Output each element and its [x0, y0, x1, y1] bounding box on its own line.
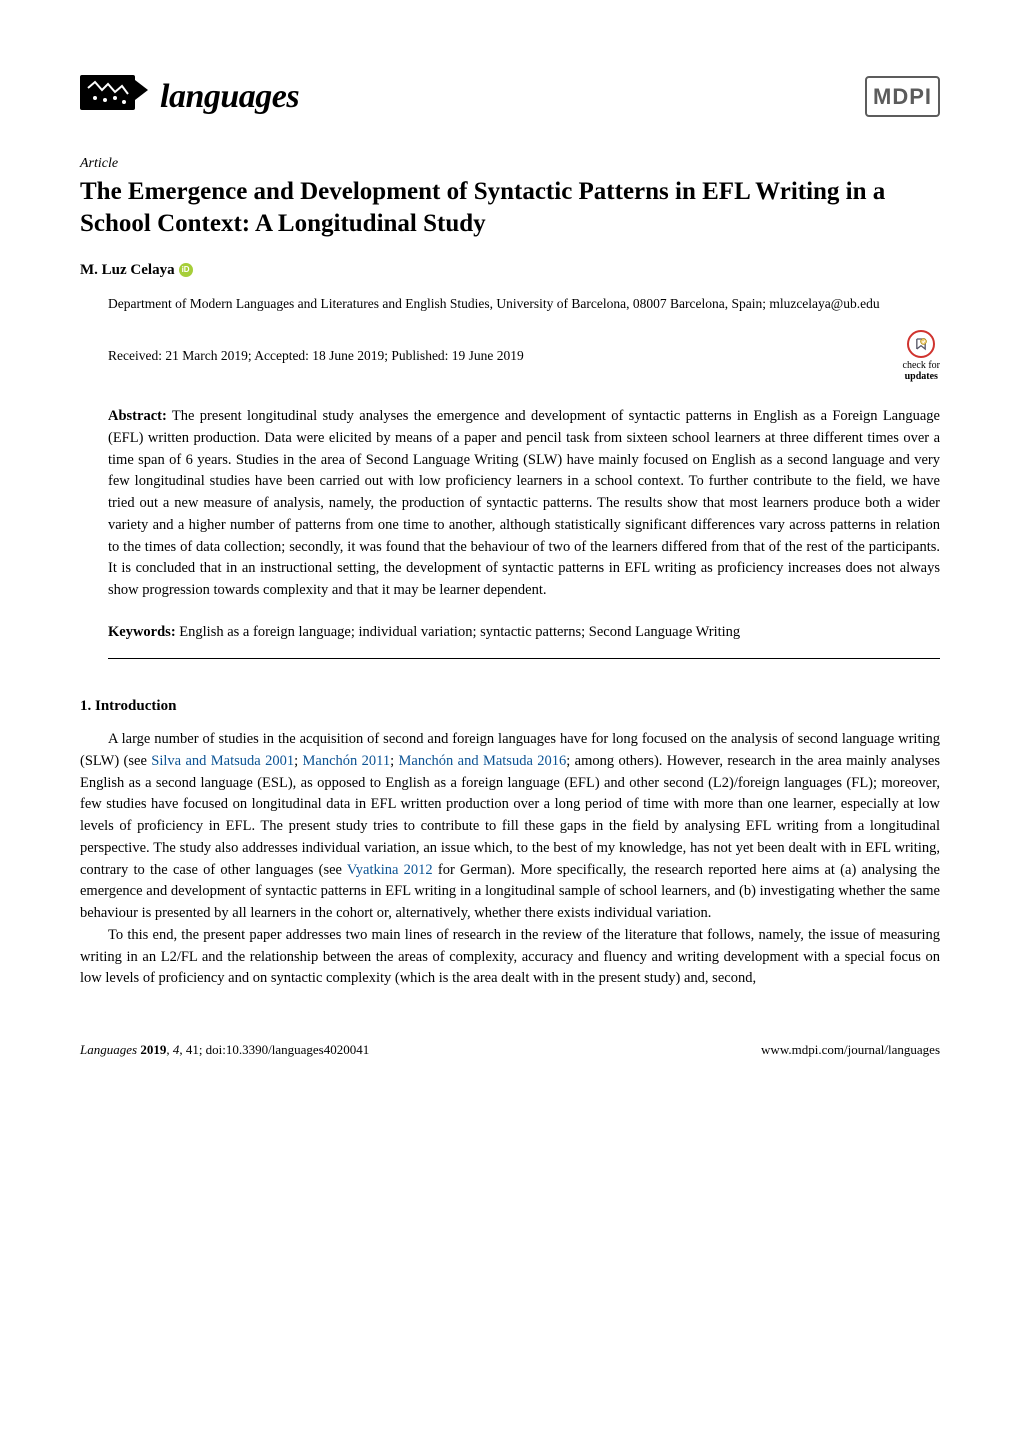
section-heading: 1. Introduction: [80, 695, 940, 718]
abstract-label: Abstract:: [108, 408, 167, 424]
keywords: Keywords: English as a foreign language;…: [108, 622, 940, 644]
dates-row: Received: 21 March 2019; Accepted: 18 Ju…: [108, 330, 940, 382]
article-title: The Emergence and Development of Syntact…: [80, 176, 940, 241]
sep: ;: [390, 753, 398, 769]
globe-icon: [80, 70, 150, 123]
check-updates-badge[interactable]: check for updates: [903, 330, 940, 382]
citation-link[interactable]: Manchón and Matsuda 2016: [399, 753, 567, 769]
footer-url[interactable]: www.mdpi.com/journal/languages: [761, 1040, 940, 1060]
keywords-label: Keywords:: [108, 624, 176, 640]
section-divider: [108, 658, 940, 659]
citation-link[interactable]: Manchón 2011: [302, 753, 390, 769]
author-name: M. Luz Celaya: [80, 259, 175, 282]
check-updates-text2: updates: [905, 371, 938, 382]
intro-paragraph-2: To this end, the present paper addresses…: [80, 925, 940, 990]
journal-logo-area: languages: [80, 70, 299, 123]
journal-name: languages: [160, 71, 299, 122]
para1-text-mid: ; among others). However, research in th…: [80, 753, 940, 878]
header: languages MDPI: [80, 70, 940, 123]
intro-paragraph-1: A large number of studies in the acquisi…: [80, 729, 940, 925]
citation-link[interactable]: Vyatkina 2012: [347, 862, 433, 878]
abstract-text: The present longitudinal study analyses …: [108, 408, 940, 598]
orcid-icon[interactable]: [179, 263, 193, 277]
keywords-text: English as a foreign language; individua…: [179, 624, 740, 640]
abstract: Abstract: The present longitudinal study…: [108, 406, 940, 602]
author-line: M. Luz Celaya: [80, 259, 940, 282]
check-updates-text1: check for: [903, 360, 940, 371]
publication-dates: Received: 21 March 2019; Accepted: 18 Ju…: [108, 346, 524, 366]
affiliation: Department of Modern Languages and Liter…: [108, 295, 940, 314]
check-updates-icon: [907, 330, 935, 358]
citation-link[interactable]: Silva and Matsuda 2001: [151, 753, 294, 769]
article-type: Article: [80, 153, 940, 174]
publisher-logo: MDPI: [865, 76, 940, 117]
footer: Languages 2019, 4, 41; doi:10.3390/langu…: [80, 1040, 940, 1060]
footer-citation: Languages 2019, 4, 41; doi:10.3390/langu…: [80, 1040, 369, 1060]
